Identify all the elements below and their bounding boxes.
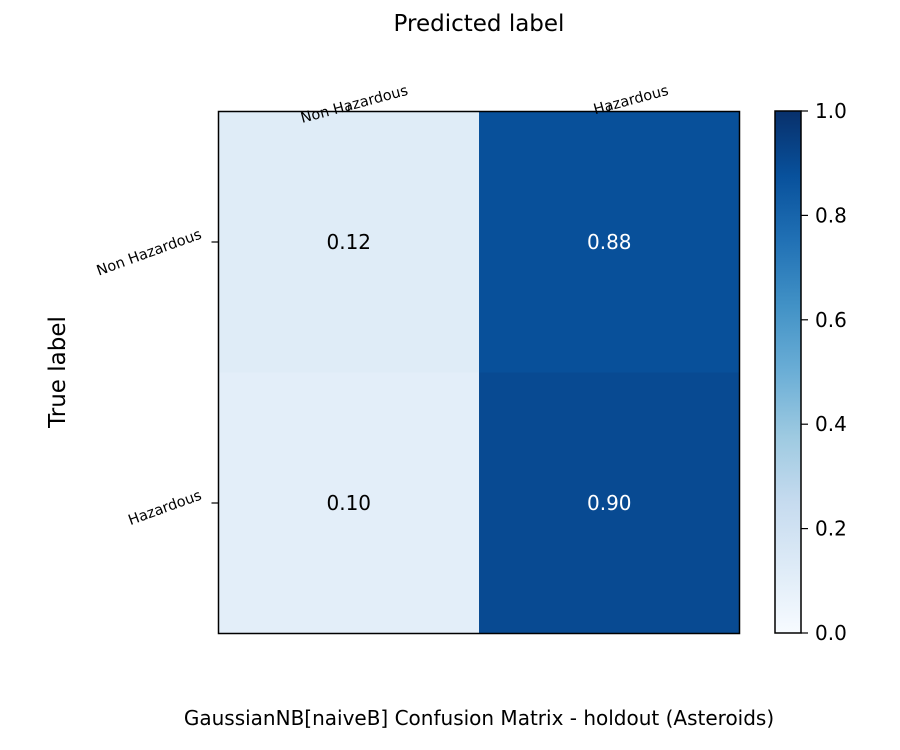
y-axis-label: True label (45, 316, 71, 429)
colorbar-tick-label: 0.0 (815, 621, 847, 645)
colorbar (774, 110, 802, 634)
cell-value-label: 0.10 (326, 491, 371, 515)
heatmap-cell (479, 372, 740, 634)
y-tick-label: Hazardous (126, 488, 204, 529)
colorbar-ticks: 0.0 0.2 0.4 0.6 0.8 1.0 (801, 99, 847, 645)
heatmap-cell (479, 111, 740, 373)
heatmap-cells (218, 111, 740, 634)
colorbar-tick-label: 0.2 (815, 517, 847, 541)
y-tick-label: Non Hazardous (95, 227, 204, 280)
colorbar-tick-label: 1.0 (815, 99, 847, 123)
heatmap-cell (218, 372, 480, 634)
cell-value-label: 0.12 (326, 230, 371, 254)
y-axis-ticks: Non Hazardous Hazardous (95, 227, 219, 529)
heatmap-cell-labels: 0.12 0.88 0.10 0.90 (326, 230, 631, 515)
x-axis-label: Predicted label (394, 11, 565, 37)
colorbar-tick-label: 0.8 (815, 203, 847, 227)
chart-title: GaussianNB[naiveB] Confusion Matrix - ho… (184, 706, 774, 730)
plot-frame (217, 110, 741, 635)
colorbar-tick-label: 0.4 (815, 412, 847, 436)
heatmap-cell (218, 111, 480, 373)
cell-value-label: 0.88 (587, 230, 632, 254)
colorbar-tick-label: 0.6 (815, 308, 847, 332)
cell-value-label: 0.90 (587, 491, 632, 515)
